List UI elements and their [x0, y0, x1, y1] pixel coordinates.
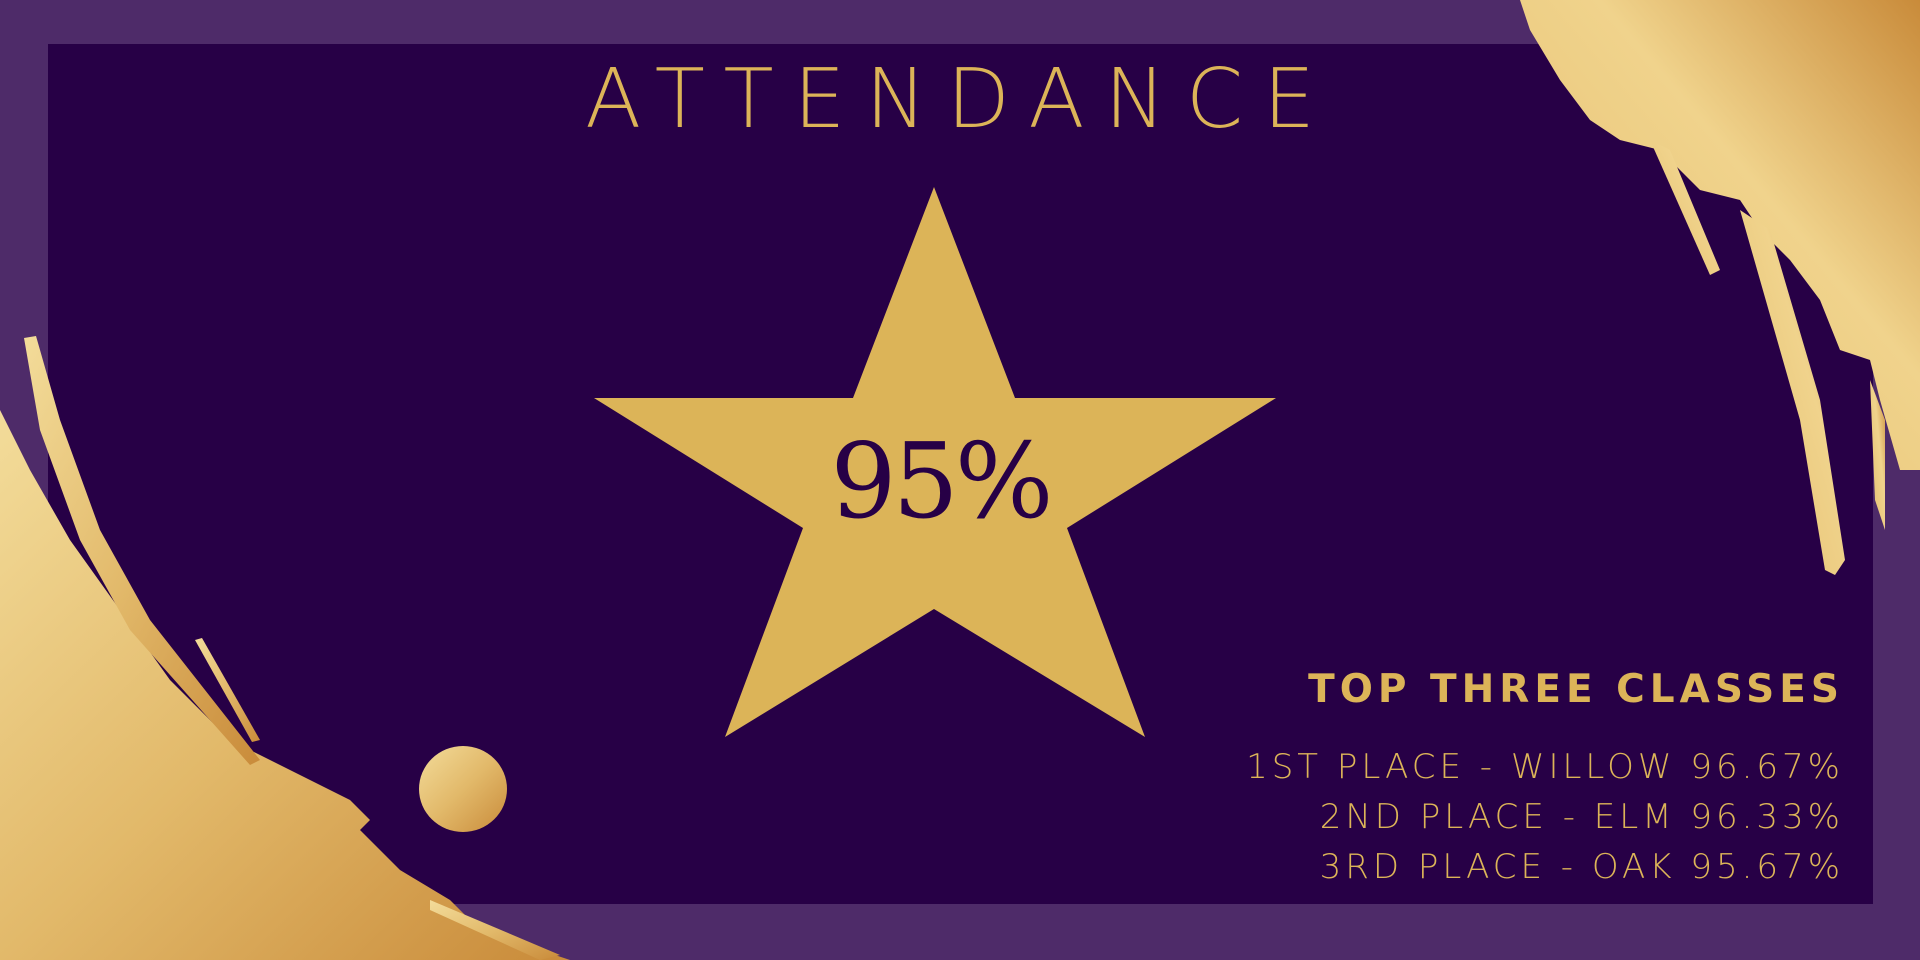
- brush-stroke-left-long: [24, 336, 260, 765]
- class-rank-item: 3RD PLACE - OAK 95.67%: [1319, 847, 1844, 887]
- top-classes-heading: TOP THREE CLASSES: [1308, 667, 1844, 712]
- class-rank-item: 2ND PLACE - ELM 96.33%: [1319, 797, 1844, 837]
- top-classes-section: TOP THREE CLASSES 1ST PLACE - WILLOW 96.…: [1246, 667, 1844, 892]
- overall-attendance-value: 95%: [830, 420, 1053, 542]
- brush-stroke-left-thin: [195, 638, 260, 742]
- brush-stroke-bottom-thin: [430, 900, 560, 960]
- class-rank-item: 1ST PLACE - WILLOW 96.67%: [1246, 747, 1844, 787]
- gold-dot: [419, 746, 507, 832]
- page-title: ATTENDANCE: [585, 52, 1335, 147]
- brush-stroke-right-tail: [1870, 380, 1885, 530]
- brush-stroke-bottom-left: [0, 410, 570, 960]
- brush-stroke-top-right: [1520, 0, 1920, 470]
- brush-stroke-top-right-long: [1740, 210, 1845, 575]
- brush-stroke-top-right-thin: [1650, 140, 1720, 275]
- star-shape: [594, 187, 1276, 737]
